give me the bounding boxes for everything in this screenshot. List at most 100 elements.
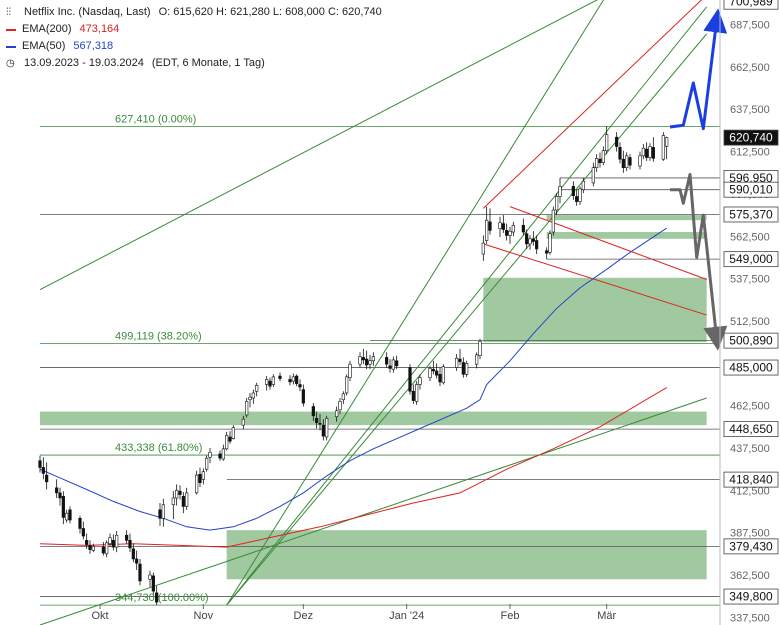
candle (255, 382, 259, 397)
candle (415, 381, 419, 405)
candle (185, 487, 189, 510)
clock-icon: ◷ (6, 58, 15, 69)
candle (41, 457, 45, 480)
candle-body (441, 366, 445, 384)
candle (241, 415, 245, 430)
candle-body (78, 517, 82, 529)
candle-body (465, 363, 469, 375)
candle (78, 515, 82, 534)
candle-body (288, 379, 292, 383)
candle-body (241, 418, 245, 426)
candle (435, 363, 439, 379)
candle-body (605, 134, 609, 152)
price-label-7: 485,000 (723, 359, 779, 376)
price-label-5: 549,000 (723, 251, 779, 268)
fib-label-2: 433,338 (61.80%) (115, 442, 202, 454)
candle (551, 206, 555, 236)
candle-body (278, 375, 282, 379)
candle-body (101, 546, 105, 554)
trendline-5 (482, 0, 703, 209)
candle (455, 353, 459, 371)
candle-body (571, 186, 575, 196)
candle-body (231, 427, 235, 439)
price-label-9: 418,840 (723, 471, 779, 488)
candle (88, 540, 92, 554)
y-tick-label: 512,500 (730, 316, 770, 328)
candle (205, 455, 209, 472)
candle (301, 384, 305, 407)
candle-body (228, 436, 232, 442)
candlestick-icon: ⫶⫶ (6, 7, 11, 18)
candle (575, 189, 579, 206)
price-label-6: 500,890 (723, 332, 779, 349)
candle-body (438, 374, 442, 383)
ema50-label: EMA(50) (22, 40, 66, 52)
candle-body (521, 224, 525, 233)
candle-body (248, 396, 252, 401)
fib-label-0: 627,410 (0.00%) (115, 113, 196, 125)
candle-body (138, 563, 142, 582)
ohlc-values: O: 615,620 H: 621,280 L: 608,000 C: 620,… (158, 6, 382, 18)
candle-body (115, 534, 119, 548)
candle-body (598, 158, 602, 163)
candle (595, 154, 599, 172)
candle (58, 487, 62, 506)
candle (175, 484, 179, 506)
trendline-0 (39, 0, 598, 291)
candle (625, 152, 629, 172)
candle (291, 373, 295, 385)
candle (648, 143, 652, 161)
candle-body (175, 490, 179, 499)
zone-0 (226, 530, 707, 580)
y-tick-label: 362,500 (730, 570, 770, 582)
candle-body (548, 233, 552, 253)
price-label-text: 590,010 (729, 183, 773, 197)
candle-body (105, 542, 109, 555)
trendline-4 (39, 397, 707, 625)
price-label-text: 485,000 (729, 361, 773, 375)
candle-body (428, 368, 432, 379)
candle-body (501, 223, 505, 230)
candle-body (131, 548, 135, 560)
candle (391, 356, 395, 373)
candle (231, 425, 235, 440)
candle-body (408, 367, 412, 392)
candle (485, 206, 489, 244)
candle (545, 247, 549, 260)
chart-legend: ⫶⫶ Netflix Inc. (Nasdaq, Last) O: 615,62… (6, 4, 382, 72)
candle-body (645, 148, 649, 158)
x-tick-label: Okt (91, 610, 108, 622)
candle-body (641, 147, 645, 157)
candle (501, 215, 505, 233)
candle-body (318, 423, 322, 425)
y-tick-label: 437,500 (730, 443, 770, 455)
candle-body (345, 376, 349, 394)
candle (368, 354, 372, 370)
candle-body (161, 504, 165, 519)
candle (158, 503, 162, 526)
price-label-box (723, 538, 779, 555)
candle (581, 177, 585, 194)
candle (618, 142, 622, 164)
candle-body (58, 492, 62, 499)
price-label-2: 596,950 (723, 170, 779, 186)
candle (128, 533, 132, 553)
candle-body (558, 186, 562, 197)
candle (431, 360, 435, 375)
candle-body (45, 474, 49, 483)
candle-body (171, 497, 175, 506)
candle (511, 221, 515, 237)
candle-body (158, 509, 162, 519)
candle (85, 533, 89, 549)
candle (278, 372, 282, 382)
candle-body (415, 384, 419, 402)
price-label-text: 620,740 (729, 131, 773, 145)
y-tick-label: 412,500 (730, 485, 770, 497)
candle (641, 143, 645, 160)
candle-body (531, 238, 535, 242)
candle-body (335, 410, 339, 417)
candle-body (485, 219, 489, 241)
candle-body (508, 230, 512, 236)
